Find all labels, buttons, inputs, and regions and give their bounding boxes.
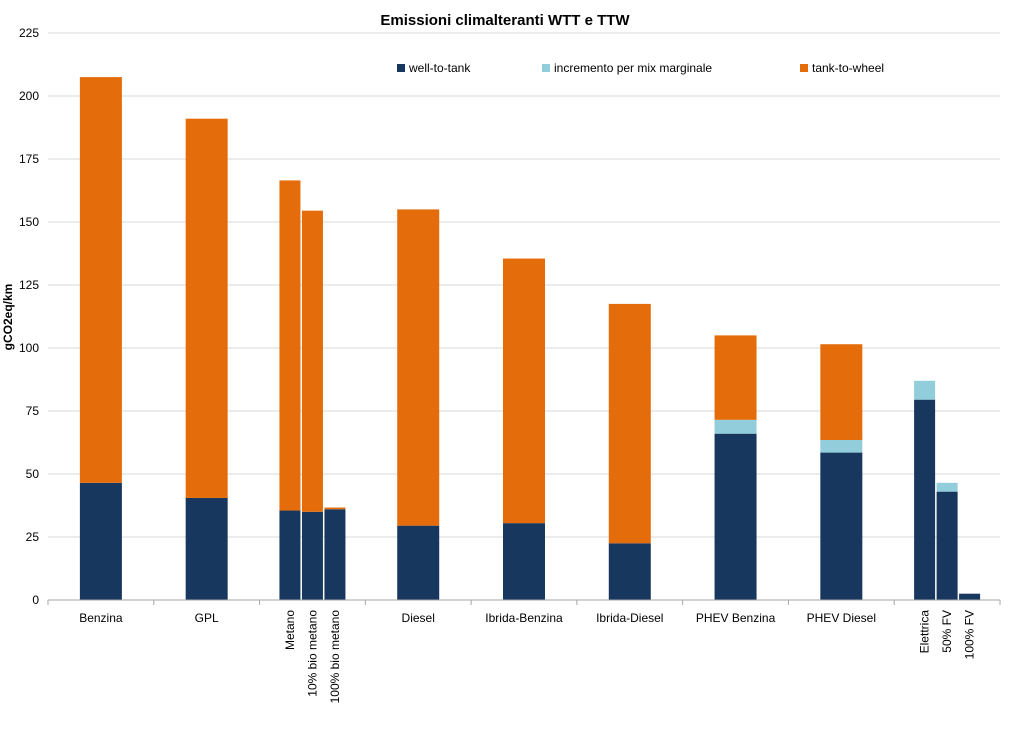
bar-segment-tank-to-wheel xyxy=(503,258,545,524)
y-tick-label: 225 xyxy=(19,26,39,40)
bar-segment-tank-to-wheel xyxy=(820,344,863,440)
legend-label: tank-to-wheel xyxy=(812,61,884,75)
x-sub-tick-label: 100% bio metano xyxy=(328,610,342,704)
x-sub-tick-label: 10% bio metano xyxy=(305,610,319,697)
y-tick-label: 25 xyxy=(26,530,40,544)
bar-segment-incremento-per-mix-marginale xyxy=(936,482,958,492)
legend-swatch xyxy=(542,64,550,72)
legend-label: incremento per mix marginale xyxy=(554,61,712,75)
x-tick-label: Ibrida-Benzina xyxy=(485,611,563,625)
x-sub-tick-label: 100% FV xyxy=(963,610,977,659)
bar-segment-well-to-tank xyxy=(301,511,323,600)
bar-segment-well-to-tank xyxy=(936,491,958,600)
y-tick-label: 75 xyxy=(26,404,40,418)
y-axis-label: gCO2eq/km xyxy=(1,284,15,351)
y-tick-label: 100 xyxy=(19,341,39,355)
axes: 0 25 50 75 100 125 150 175 200 225 Benzina GPL Metan… xyxy=(19,26,1001,704)
y-tick-label: 0 xyxy=(32,593,39,607)
x-tick-label: PHEV Diesel xyxy=(807,611,876,625)
bar-segment-well-to-tank xyxy=(820,452,863,600)
bar-segment-tank-to-wheel xyxy=(397,209,440,526)
x-sub-tick-label: 50% FV xyxy=(940,610,954,653)
bar-segment-well-to-tank xyxy=(324,509,346,600)
bar-segment-tank-to-wheel xyxy=(79,77,122,483)
x-tick-label: GPL xyxy=(195,611,219,625)
bar-segment-tank-to-wheel xyxy=(279,180,301,511)
legend-swatch xyxy=(397,64,405,72)
x-sub-tick-label: Metano xyxy=(283,610,297,650)
bar-segment-well-to-tank xyxy=(397,525,440,600)
x-tick-label: Benzina xyxy=(79,611,123,625)
legend-label: well-to-tank xyxy=(408,61,471,75)
bar-segment-tank-to-wheel xyxy=(714,335,757,420)
legend: well-to-tank incremento per mix marginale… xyxy=(397,61,884,75)
bar-segment-well-to-tank xyxy=(714,433,757,600)
x-sub-tick-label: Elettrica xyxy=(918,610,932,654)
bar-segment-tank-to-wheel xyxy=(185,118,228,498)
bar-segment-tank-to-wheel xyxy=(608,303,651,544)
y-tick-label: 50 xyxy=(26,467,40,481)
x-tick-label: Ibrida-Diesel xyxy=(596,611,663,625)
bar-segment-well-to-tank xyxy=(185,497,228,600)
bar-segment-well-to-tank xyxy=(503,523,545,600)
bar-segment-well-to-tank xyxy=(279,510,301,600)
bar-segment-incremento-per-mix-marginale xyxy=(820,439,863,453)
bars xyxy=(79,77,981,600)
legend-swatch xyxy=(800,64,808,72)
y-tick-label: 125 xyxy=(19,278,39,292)
bar-segment-incremento-per-mix-marginale xyxy=(714,419,757,434)
bar-segment-tank-to-wheel xyxy=(324,507,346,510)
y-tick-label: 175 xyxy=(19,152,39,166)
bar-segment-well-to-tank xyxy=(608,543,651,600)
bar-segment-tank-to-wheel xyxy=(301,210,323,512)
y-tick-label: 150 xyxy=(19,215,39,229)
x-tick-label: PHEV Benzina xyxy=(696,611,776,625)
x-tick-label: Diesel xyxy=(402,611,435,625)
chart-title: Emissioni climalteranti WTT e TTW xyxy=(380,12,630,29)
bar-segment-well-to-tank xyxy=(79,482,122,600)
bar-segment-incremento-per-mix-marginale xyxy=(914,380,936,400)
bar-segment-well-to-tank xyxy=(914,399,936,600)
y-tick-label: 200 xyxy=(19,89,39,103)
bar-segment-well-to-tank xyxy=(959,593,981,600)
